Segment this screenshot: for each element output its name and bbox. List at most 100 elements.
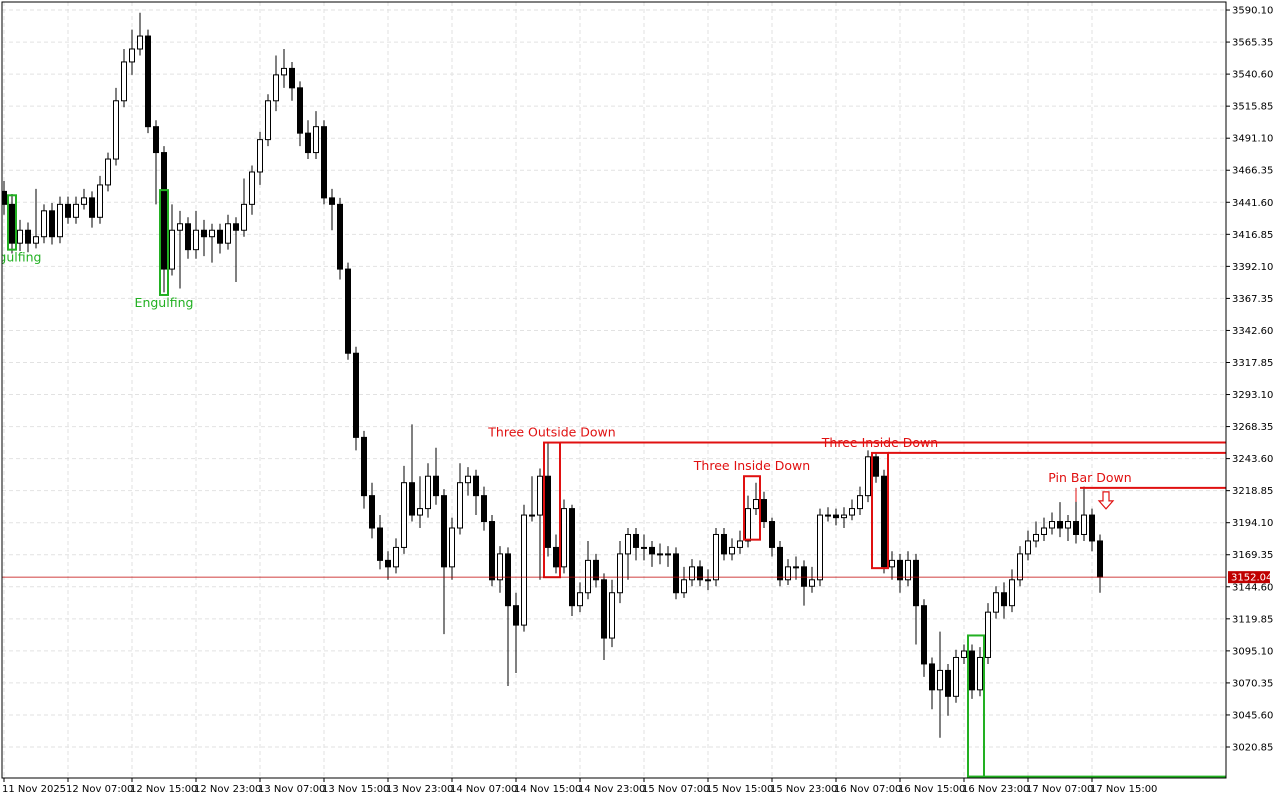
candle-body	[657, 553, 663, 556]
y-tick-label: 3565.35	[1232, 38, 1273, 49]
candle-body	[329, 197, 335, 205]
candle-body	[473, 475, 479, 497]
candle-body	[1065, 521, 1071, 529]
x-tick-label: 15 Nov 15:00	[706, 784, 773, 795]
candle-body	[41, 210, 47, 238]
candle-body	[217, 229, 223, 244]
candle-body	[649, 546, 655, 555]
price-tag	[1228, 571, 1270, 584]
candle-body	[361, 436, 367, 497]
candle-body	[641, 546, 647, 549]
candle-body	[841, 514, 847, 519]
candle-body	[993, 592, 999, 613]
candle-body	[577, 592, 583, 607]
candle-body	[265, 100, 271, 141]
axes: 3590.10 3565.35 3540.60 3515.85 3491.10 3466.…	[2, 6, 1273, 795]
candle-body	[1057, 521, 1063, 529]
candle-body	[297, 87, 303, 134]
candle-body	[89, 197, 95, 218]
candle-body	[1041, 527, 1047, 535]
candle-body	[681, 579, 687, 594]
candle-body	[17, 229, 23, 244]
pattern-label: Engulfing	[135, 295, 194, 310]
candle-body	[33, 236, 39, 244]
candle-body	[465, 475, 471, 484]
candle-body	[1049, 521, 1055, 529]
candle-body	[289, 67, 295, 89]
candle-body	[1001, 592, 1007, 607]
candle-body	[81, 197, 87, 205]
x-tick-label: 12 Nov 07:00	[66, 784, 133, 795]
candle-body	[785, 566, 791, 581]
candle-body	[977, 656, 983, 691]
candle-body	[489, 521, 495, 581]
y-tick-label: 3392.10	[1232, 262, 1273, 273]
candle-body	[449, 527, 455, 568]
candle-body	[249, 171, 255, 205]
y-tick-label: 3441.60	[1232, 198, 1273, 209]
candle-body	[625, 533, 631, 555]
candle-body	[129, 48, 135, 63]
x-tick-label: 13 Nov 07:00	[258, 784, 325, 795]
x-tick-label: 15 Nov 07:00	[642, 784, 709, 795]
candle-body	[137, 35, 143, 50]
candle-body	[617, 553, 623, 594]
candle-body	[905, 559, 911, 581]
x-tick-label: 15 Nov 23:00	[770, 784, 837, 795]
candle-body	[801, 566, 807, 587]
candle-body	[281, 67, 287, 76]
candle-body	[537, 475, 543, 516]
candle-body	[1009, 579, 1015, 607]
candle-body	[65, 203, 71, 218]
candle-body	[809, 579, 815, 587]
y-tick-label: 3268.35	[1232, 422, 1273, 433]
candle-body	[353, 352, 359, 438]
candle-body	[209, 229, 215, 238]
y-tick-label: 3243.60	[1232, 454, 1273, 465]
candle-body	[161, 152, 167, 270]
x-tick-label: 14 Nov 07:00	[450, 784, 517, 795]
candle-body	[505, 553, 511, 607]
y-tick-label: 3367.35	[1232, 294, 1273, 305]
pattern-box	[743, 475, 761, 541]
candle-body	[953, 656, 959, 697]
candle-body	[337, 203, 343, 270]
y-tick-label: 3515.85	[1232, 102, 1273, 113]
candle-body	[553, 546, 559, 568]
candle-body	[545, 475, 551, 548]
candle-body	[873, 456, 879, 477]
candle-body	[1097, 540, 1103, 578]
candle-body	[769, 521, 775, 548]
candle-body	[481, 495, 487, 523]
candle-body	[969, 650, 975, 691]
candle-body	[9, 203, 15, 244]
candle-body	[425, 475, 431, 510]
pattern-label: Three Outside Down	[487, 425, 615, 440]
candle-body	[201, 229, 207, 238]
y-tick-label: 3342.60	[1232, 326, 1273, 337]
candle-body	[145, 35, 151, 128]
candle-body	[153, 126, 159, 154]
candle-body	[497, 553, 503, 581]
candle-body	[825, 514, 831, 517]
candle-body	[817, 514, 823, 581]
candle-body	[377, 527, 383, 561]
y-tick-label: 3416.85	[1232, 230, 1273, 241]
candle-body	[985, 611, 991, 658]
candle-body	[113, 100, 119, 160]
candle-body	[593, 559, 599, 581]
x-tick-label: 12 Nov 23:00	[194, 784, 261, 795]
pattern-box	[7, 194, 17, 251]
y-tick-label: 3095.10	[1232, 646, 1273, 657]
x-tick-label: 14 Nov 15:00	[514, 784, 581, 795]
candle-body	[753, 499, 759, 510]
candle-body	[121, 61, 127, 102]
candle-body	[49, 210, 55, 238]
y-tick-label: 3045.60	[1232, 710, 1273, 721]
candle-body	[913, 559, 919, 607]
y-tick-label: 3070.35	[1232, 678, 1273, 689]
candle-body	[385, 559, 391, 568]
price-tag-label: 3152.04	[1231, 573, 1272, 584]
candle-body	[761, 499, 767, 523]
